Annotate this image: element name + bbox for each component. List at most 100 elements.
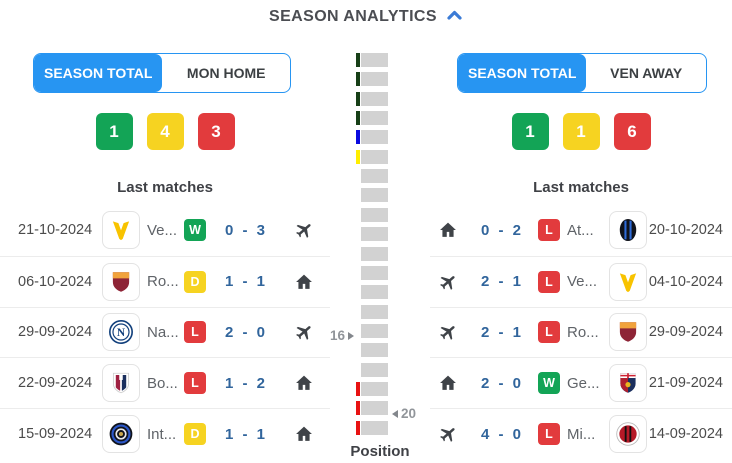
match-score: 2 - 1 bbox=[480, 273, 521, 291]
result-badge: D bbox=[184, 270, 206, 293]
team-crest: N bbox=[102, 313, 140, 352]
champions-league-zone-tick bbox=[356, 53, 360, 67]
home-position-marker: 16 bbox=[330, 329, 354, 343]
match-score: 1 - 2 bbox=[224, 374, 265, 392]
arrow-left-icon bbox=[392, 409, 398, 418]
result-badge: L bbox=[184, 321, 206, 344]
home-stats-toggle: SEASON TOTAL MON HOME bbox=[33, 53, 291, 93]
home-wdl-summary: 1 4 3 bbox=[0, 113, 330, 150]
match-row: 29-09-2024 N Na... L 2 - 0 bbox=[0, 306, 330, 358]
result-badge: L bbox=[538, 270, 560, 293]
match-row: 2 - 1 L Ve... 04-10-2024 bbox=[430, 255, 732, 307]
position-bar bbox=[361, 285, 388, 300]
match-score: 1 - 1 bbox=[224, 425, 265, 443]
match-date: 20-10-2024 bbox=[648, 222, 723, 239]
team-crest bbox=[102, 211, 140, 250]
position-bar bbox=[361, 265, 388, 280]
match-row: 22-09-2024 Bo... L 1 - 2 bbox=[0, 357, 330, 408]
match-row: 2 - 1 L Ro... 29-09-2024 bbox=[430, 306, 732, 358]
relegation-zone-tick bbox=[356, 401, 360, 416]
result-badge: L bbox=[538, 423, 560, 446]
season-analytics-header[interactable]: SEASON ANALYTICS bbox=[0, 5, 732, 29]
match-score: 4 - 0 bbox=[480, 425, 521, 443]
position-bar bbox=[361, 246, 388, 261]
home-icon bbox=[438, 220, 458, 240]
match-date: 21-10-2024 bbox=[18, 222, 93, 239]
opponent-abbrev: Int... bbox=[147, 425, 177, 443]
airplane-icon bbox=[438, 322, 458, 342]
team-crest bbox=[609, 364, 647, 403]
position-bar bbox=[361, 188, 388, 203]
position-ladder: 16 20 Position bbox=[330, 53, 430, 463]
opponent-abbrev: Na... bbox=[147, 323, 179, 341]
home-icon bbox=[294, 272, 314, 292]
position-bar bbox=[361, 343, 388, 358]
position-bar bbox=[361, 304, 388, 319]
chevron-up-icon bbox=[446, 8, 463, 27]
milan-crest bbox=[615, 421, 641, 447]
match-row: 06-10-2024 Ro... D 1 - 1 bbox=[0, 255, 330, 307]
bologna-crest bbox=[108, 370, 134, 396]
verona-crest bbox=[615, 268, 641, 295]
opponent-abbrev: At... bbox=[567, 221, 594, 239]
match-row: 15-09-2024 Int... D 1 - 1 bbox=[0, 408, 330, 459]
tab-mon-home[interactable]: MON HOME bbox=[186, 65, 266, 81]
relegation-zone-tick bbox=[356, 381, 360, 396]
tab-season-total[interactable]: SEASON TOTAL bbox=[458, 54, 587, 92]
opponent-abbrev: Ro... bbox=[147, 273, 179, 291]
svg-text:N: N bbox=[117, 328, 126, 340]
match-date: 21-09-2024 bbox=[648, 375, 723, 392]
opponent-abbrev: Bo... bbox=[147, 374, 178, 392]
result-badge: L bbox=[538, 219, 560, 242]
position-bar bbox=[361, 362, 388, 377]
napoli-crest: N bbox=[108, 319, 134, 345]
match-score: 2 - 0 bbox=[224, 323, 265, 341]
home-position-value: 16 bbox=[329, 328, 345, 344]
draws-count-badge: 1 bbox=[562, 113, 600, 150]
airplane-icon bbox=[294, 220, 314, 240]
team-crest bbox=[102, 364, 140, 403]
result-badge: W bbox=[184, 219, 206, 242]
verona-crest bbox=[108, 217, 134, 244]
champions-league-zone-tick bbox=[356, 111, 360, 126]
position-bar bbox=[361, 227, 388, 242]
roma-crest bbox=[615, 319, 641, 345]
opponent-abbrev: Ge... bbox=[567, 374, 600, 392]
home-icon bbox=[438, 373, 458, 393]
away-last-matches-list: 0 - 2 L At... 20-10-2024 2 - 1 L Ve... 0… bbox=[430, 205, 732, 459]
match-date: 29-09-2024 bbox=[18, 324, 93, 341]
match-row: 2 - 0 W Ge... 21-09-2024 bbox=[430, 357, 732, 408]
last-matches-title: Last matches bbox=[533, 179, 629, 196]
last-matches-title: Last matches bbox=[117, 179, 213, 196]
tab-season-total[interactable]: SEASON TOTAL bbox=[34, 54, 163, 92]
page-title: SEASON ANALYTICS bbox=[269, 8, 437, 25]
champions-league-zone-tick bbox=[356, 72, 360, 87]
position-bar bbox=[361, 130, 388, 145]
home-team-panel: SEASON TOTAL MON HOME 1 4 3 Last matches… bbox=[0, 0, 330, 463]
match-date: 06-10-2024 bbox=[18, 273, 93, 290]
position-bar bbox=[361, 91, 388, 106]
match-score: 1 - 1 bbox=[224, 273, 265, 291]
away-position-marker: 20 bbox=[392, 405, 417, 421]
losses-count-badge: 3 bbox=[197, 113, 235, 150]
opponent-abbrev: Ve... bbox=[147, 221, 178, 239]
opponent-abbrev: Ve... bbox=[567, 273, 598, 291]
tab-ven-away[interactable]: VEN AWAY bbox=[610, 65, 683, 81]
position-bar bbox=[361, 401, 388, 416]
home-last-matches-list: 21-10-2024 Ve... W 0 - 3 06-10-2024 Ro..… bbox=[0, 205, 330, 459]
away-wdl-summary: 1 1 6 bbox=[430, 113, 732, 150]
losses-count-badge: 6 bbox=[613, 113, 651, 150]
away-position-value: 20 bbox=[401, 405, 417, 421]
result-badge: W bbox=[538, 372, 560, 395]
position-bar bbox=[361, 72, 388, 87]
match-row: 21-10-2024 Ve... W 0 - 3 bbox=[0, 205, 330, 256]
wins-count-badge: 1 bbox=[95, 113, 133, 150]
team-crest bbox=[609, 313, 647, 352]
position-bar bbox=[361, 149, 388, 164]
match-date: 04-10-2024 bbox=[648, 273, 723, 290]
position-bar bbox=[361, 323, 388, 338]
match-score: 0 - 2 bbox=[480, 221, 521, 239]
result-badge: D bbox=[184, 423, 206, 446]
match-score: 0 - 3 bbox=[224, 221, 265, 239]
match-row: 0 - 2 L At... 20-10-2024 bbox=[430, 205, 732, 256]
